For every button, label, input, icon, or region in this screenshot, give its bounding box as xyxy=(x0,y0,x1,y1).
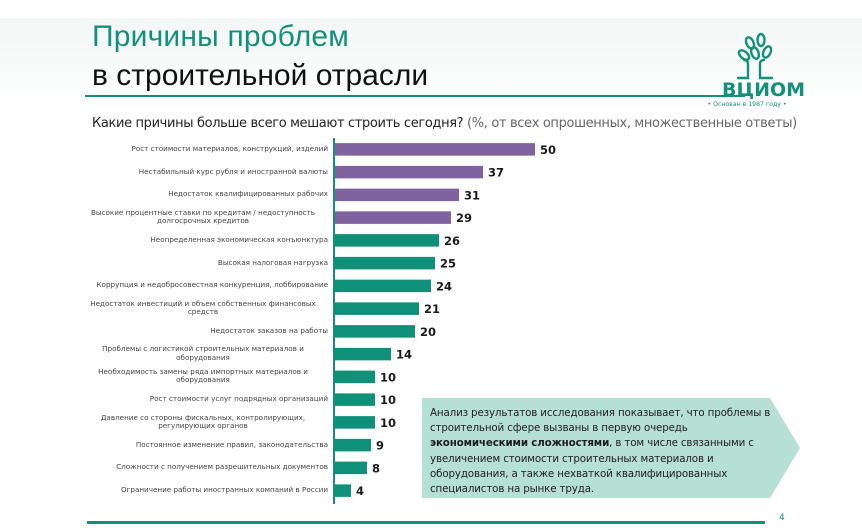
top-band xyxy=(0,0,862,18)
category-label-line: Высокая налоговая нагрузка xyxy=(217,257,328,267)
bar-value-label: 10 xyxy=(380,370,396,384)
bar-value-label: 24 xyxy=(436,279,452,293)
category-label-line: Недостаток квалифицированных рабочих xyxy=(168,189,328,199)
category-label-line: Неопределенная экономическая конъюнктура xyxy=(150,234,328,244)
bar-9 xyxy=(335,325,415,338)
question-note: (%, от всех опрошенных, множественные от… xyxy=(467,116,797,131)
question-text: Какие причины больше всего мешают строит… xyxy=(92,116,464,131)
bar-8 xyxy=(335,302,419,315)
category-label-line: Рост стоимости услуг подрядных организац… xyxy=(149,394,328,404)
category-label: Недостаток инвестиций и объем собственны… xyxy=(78,298,328,317)
header-background xyxy=(0,18,862,108)
summary-callout: Анализ результатов исследования показыва… xyxy=(422,398,802,498)
bar-13 xyxy=(335,416,375,429)
category-label: Рост стоимости материалов, конструкций, … xyxy=(78,143,328,153)
bar-12 xyxy=(335,393,375,406)
category-label-line: оборудования xyxy=(176,352,230,362)
callout-text-part1: Анализ результатов исследования показыва… xyxy=(430,407,771,435)
bar-value-label: 29 xyxy=(456,211,472,225)
category-label-line: долгосрочных кредитов xyxy=(157,216,249,226)
bar-value-label: 31 xyxy=(464,188,480,202)
vciom-logo: ВЦИОМ xyxy=(718,30,808,114)
category-label-line: регулирующих органов xyxy=(158,420,248,430)
page-title-line2: в строительной отрасли xyxy=(92,59,429,92)
category-label-line: Постоянное изменение правил, законодател… xyxy=(135,439,328,449)
callout-text-bold: экономическими сложностями xyxy=(430,437,610,450)
category-label-line: Необходимость замены ряда импортных мате… xyxy=(98,367,308,377)
category-label-line: Недостаток инвестиций и объем собственны… xyxy=(90,298,316,308)
tree-logo-icon: ВЦИОМ xyxy=(722,32,805,101)
callout-text-part2: , в том числе связанными с увеличением с… xyxy=(430,437,754,496)
callout-arrow-shape xyxy=(422,398,800,498)
category-label: Сложности с получением разрешительных до… xyxy=(78,463,328,471)
bar-2 xyxy=(335,165,483,179)
bar-7 xyxy=(335,279,431,293)
bar-5 xyxy=(335,234,439,247)
category-label-line: Ограничение работы иностранных компаний … xyxy=(120,485,328,495)
bar-value-label: 20 xyxy=(420,325,436,339)
page-number: 4 xyxy=(779,513,785,523)
logo-wordmark: ВЦИОМ xyxy=(722,79,805,101)
page-title-line1: Причины проблем xyxy=(92,20,350,53)
bar-11 xyxy=(335,370,375,384)
category-label: Нестабильный курс рубля и иностранной ва… xyxy=(78,166,328,176)
bar-value-label: 50 xyxy=(540,143,556,157)
bar-value-label: 25 xyxy=(440,257,456,271)
bar-value-label: 10 xyxy=(380,393,396,407)
category-label: Коррупция и недобросовестная конкуренция… xyxy=(78,281,328,289)
bar-value-label: 10 xyxy=(380,416,396,430)
category-label: Высокие процентные ставки по кредитам / … xyxy=(78,207,328,226)
category-label-line: Давление со стороны фискальных, контроли… xyxy=(100,412,306,422)
category-label-line: Сложности с получением разрешительных до… xyxy=(116,462,328,472)
category-label-line: Проблемы с логистикой строительных матер… xyxy=(102,344,304,354)
survey-question: Какие причины больше всего мешают строит… xyxy=(92,116,797,131)
bar-14 xyxy=(335,438,371,452)
bar-value-label: 8 xyxy=(372,461,380,475)
bar-value-label: 21 xyxy=(424,302,440,316)
category-label: Недостаток заказов на работы xyxy=(78,325,328,335)
bar-15 xyxy=(335,461,367,475)
bar-1 xyxy=(335,143,535,156)
footer-rule xyxy=(87,521,765,524)
category-label: Неопределенная экономическая конъюнктура xyxy=(78,234,328,244)
bar-10 xyxy=(335,347,391,361)
logo-subtitle: • Основан в 1987 году • xyxy=(707,101,787,108)
bar-4 xyxy=(335,211,451,224)
category-label-line: Нестабильный курс рубля и иностранной ва… xyxy=(138,166,328,176)
category-label-line: Высокие процентные ставки по кредитам / … xyxy=(90,207,316,217)
title-underline xyxy=(85,95,745,97)
bar-value-label: 4 xyxy=(356,484,364,498)
category-label: Постоянное изменение правил, законодател… xyxy=(78,439,328,449)
bar-value-label: 14 xyxy=(396,348,412,362)
bar-16 xyxy=(335,484,351,497)
category-label-line: Недостаток заказов на работы xyxy=(210,325,328,335)
category-label: Ограничение работы иностранных компаний … xyxy=(78,485,328,495)
category-label-line: Коррупция и недобросовестная конкуренция… xyxy=(96,280,328,290)
bar-6 xyxy=(335,256,435,270)
category-label: Недостаток квалифицированных рабочих xyxy=(78,190,328,198)
category-label: Необходимость замены ряда импортных мате… xyxy=(78,367,328,385)
category-label-line: Рост стоимости материалов, конструкций, … xyxy=(131,143,328,153)
category-label-line: оборудования xyxy=(176,375,230,385)
bar-3 xyxy=(335,188,459,202)
bar-value-label: 26 xyxy=(444,234,460,248)
category-label: Высокая налоговая нагрузка xyxy=(78,257,328,267)
category-label: Рост стоимости услуг подрядных организац… xyxy=(78,394,328,404)
bar-value-label: 37 xyxy=(488,166,504,180)
category-label: Проблемы с логистикой строительных матер… xyxy=(78,344,328,362)
callout-text: Анализ результатов исследования показыва… xyxy=(430,406,775,497)
bar-value-label: 9 xyxy=(376,439,384,453)
category-label: Давление со стороны фискальных, контроли… xyxy=(78,412,328,430)
category-label-line: средств xyxy=(187,307,219,317)
